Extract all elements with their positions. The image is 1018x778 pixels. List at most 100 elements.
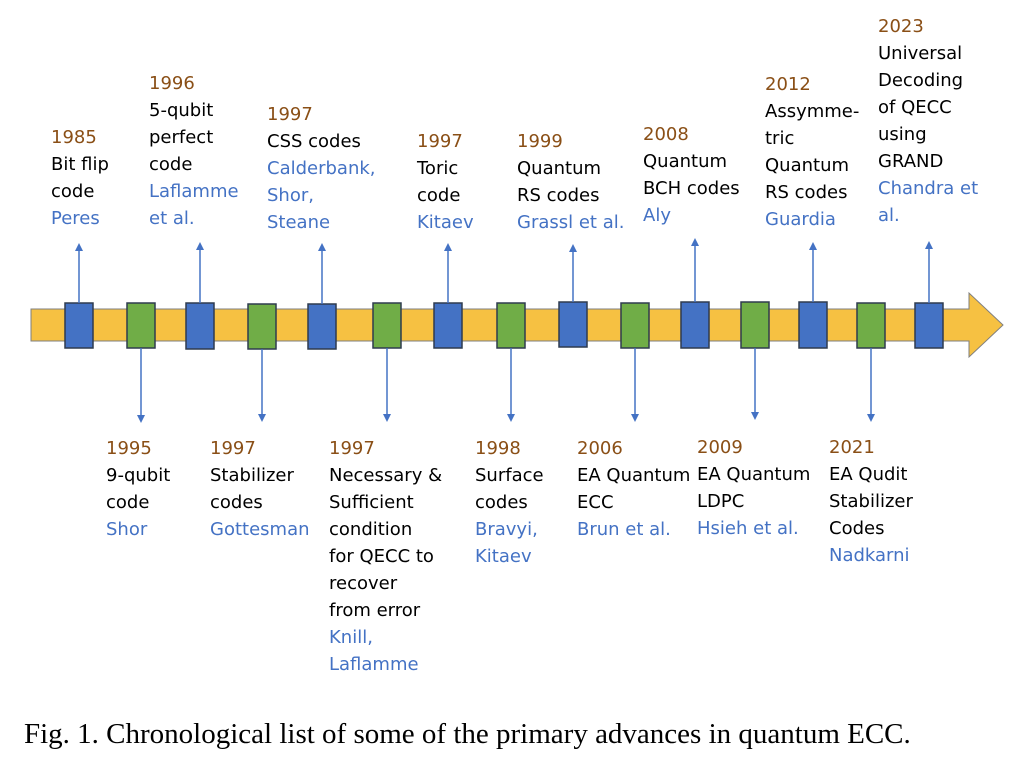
event-author: al. [878, 205, 900, 226]
event-title-line: Stabilizer [829, 491, 913, 512]
timeline-marker-green [372, 302, 402, 349]
event-title-line: 5-qubit [149, 100, 214, 121]
event-title-line: LDPC [697, 491, 745, 512]
event-title-line: RS codes [765, 182, 848, 203]
timeline-event: 2008 Quantum BCH codes Aly [643, 121, 740, 229]
event-title-line: EA Quantum [697, 464, 811, 485]
timeline-marker-green [620, 302, 650, 349]
event-title-line: codes [210, 492, 263, 513]
event-author: Shor [106, 519, 148, 540]
event-title-line: Stabilizer [210, 465, 294, 486]
event-year: 1996 [149, 73, 195, 94]
event-year: 1999 [517, 131, 563, 152]
event-year: 1985 [51, 127, 97, 148]
timeline-event: 2023 Universal Decoding of QECC using GRAND Ch… [878, 13, 978, 229]
event-title-line: BCH codes [643, 178, 740, 199]
event-year: 2009 [697, 437, 743, 458]
event-title-line: Quantum [643, 151, 728, 172]
timeline-marker-blue [64, 302, 94, 349]
event-title-line: Universal [878, 43, 963, 64]
event-title-line: GRAND [878, 151, 944, 172]
event-author: Calderbank, [267, 158, 376, 179]
event-author: Shor, [267, 185, 314, 206]
event-title-line: Quantum [517, 158, 602, 179]
event-author: Laflamme [329, 654, 419, 675]
event-title-line: code [51, 181, 95, 202]
event-year: 2012 [765, 74, 811, 95]
event-title-line: from error [329, 600, 421, 621]
timeline-event: 2012 Assymme-tric Quantum RS codes Guardia [765, 71, 859, 233]
event-year: 1997 [210, 438, 256, 459]
event-title-line: EA Quantum [577, 465, 691, 486]
timeline-marker-blue [185, 302, 215, 350]
event-year: 1997 [329, 438, 375, 459]
event-title-line: Toric [417, 158, 459, 179]
event-year: 2023 [878, 16, 924, 37]
timeline-marker-blue [680, 301, 710, 349]
timeline-event: 1997 Necessary & Sufficient condition for QE… [329, 435, 442, 678]
event-year: 1998 [475, 438, 521, 459]
event-author: Gottesman [210, 519, 310, 540]
timeline-marker-green [740, 301, 770, 349]
timeline-diagram [30, 238, 1004, 423]
event-title-line: code [417, 185, 461, 206]
event-title-line: using [878, 124, 927, 145]
timeline-event: 1997 Stabilizer codes Gottesman [210, 435, 310, 543]
event-author: Guardia [765, 209, 836, 230]
event-year: 2021 [829, 437, 875, 458]
event-author: Bravyi, [475, 519, 538, 540]
event-author: Grassl et al. [517, 212, 625, 233]
event-year: 2006 [577, 438, 623, 459]
event-title-line: Sufficient [329, 492, 414, 513]
event-author: Kitaev [475, 546, 532, 567]
event-author: Laflamme [149, 181, 239, 202]
event-title-line: perfect [149, 127, 214, 148]
event-title-line: Decoding [878, 70, 964, 91]
event-year: 1997 [267, 104, 313, 125]
event-title-line: Necessary & [329, 465, 443, 486]
event-author: Hsieh et al. [697, 518, 799, 539]
event-author: et al. [149, 208, 195, 229]
event-title-line: 9-qubit [106, 465, 171, 486]
timeline-event: 1997 Toric code Kitaev [417, 128, 474, 236]
event-title-line: tric [765, 128, 795, 149]
timeline-event: 2009 EA Quantum LDPC Hsieh et al. [697, 434, 810, 542]
event-author: Chandra et [878, 178, 979, 199]
event-title-line: code [149, 154, 193, 175]
event-title-line: ECC [577, 492, 614, 513]
timeline-marker-blue [914, 302, 944, 349]
event-title-line: codes [475, 492, 528, 513]
event-title-line: Codes [829, 518, 885, 539]
timeline-event: 2006 EA Quantum ECC Brun et al. [577, 435, 690, 543]
event-title-line: for QECC to [329, 546, 434, 567]
timeline-event: 1996 5-qubit perfect code Laflamme et al. [149, 70, 239, 232]
event-year: 1995 [106, 438, 152, 459]
timeline-marker-green [496, 302, 526, 349]
timeline-event: 1997 CSS codes Calderbank, Shor, Steane [267, 101, 376, 236]
timeline-marker-green [126, 302, 156, 349]
event-title-line: EA Qudit [829, 464, 908, 485]
event-author: Peres [51, 208, 100, 229]
timeline-marker-blue [798, 301, 828, 349]
timeline-event: 1998 Surface codes Bravyi, Kitaev [475, 435, 544, 570]
event-title-line: RS codes [517, 185, 600, 206]
event-author: Kitaev [417, 212, 474, 233]
event-title-line: condition [329, 519, 413, 540]
timeline-marker-green [247, 303, 277, 350]
event-title-line: Surface [475, 465, 544, 486]
event-title-line: of QECC [878, 97, 952, 118]
event-title-line: recover [329, 573, 398, 594]
figure-caption: Fig. 1. Chronological list of some of th… [24, 718, 911, 750]
event-title-line: Assymme- [765, 101, 860, 122]
timeline-event: 1999 Quantum RS codes Grassl et al. [517, 128, 624, 236]
event-year: 2008 [643, 124, 689, 145]
event-author: Brun et al. [577, 519, 671, 540]
event-author: Aly [643, 205, 671, 226]
timeline-marker-green [856, 302, 886, 349]
event-author: Steane [267, 212, 331, 233]
timeline-event: 2021 EA Qudit Stabilizer Codes Nadkarni [829, 434, 913, 569]
timeline-marker-blue [558, 301, 588, 348]
timeline-event: 1995 9-qubit code Shor [106, 435, 170, 543]
event-title-line: code [106, 492, 150, 513]
